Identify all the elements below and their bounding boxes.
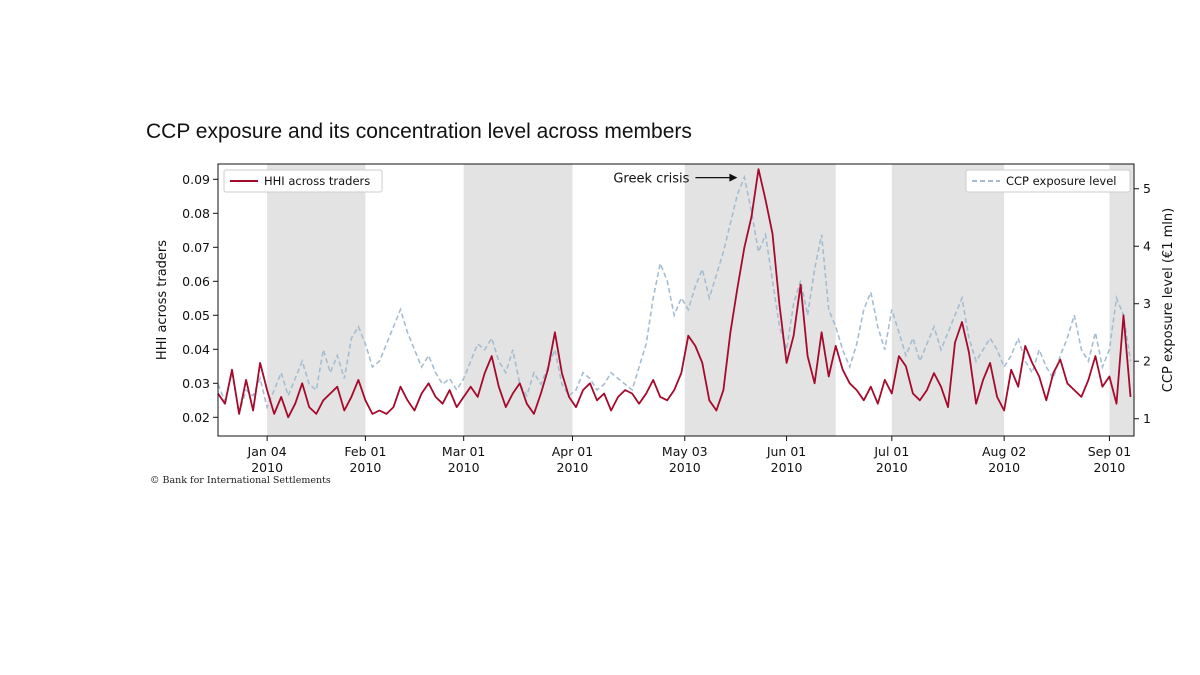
legend-box xyxy=(223,169,383,193)
x-tick-label: Aug 02 xyxy=(982,444,1026,459)
x-tick-label-year: 2010 xyxy=(557,460,589,475)
left-axis: 0.02 0.03 0.04 0.05 0.06 0.07 0.08 0.09 xyxy=(182,172,218,425)
series-ccp-exposure xyxy=(217,174,1132,414)
annotation-greek-crisis: Greek crisis xyxy=(613,172,738,187)
left-tick-label: 0.05 xyxy=(182,308,210,323)
x-tick-label: Feb 01 xyxy=(344,444,386,459)
left-axis-label: HHI across traders xyxy=(155,240,170,360)
left-tick-label: 0.03 xyxy=(182,376,210,391)
series-line-ccp-exposure xyxy=(217,174,1132,414)
left-tick-label: 0.07 xyxy=(182,240,210,255)
legend-label-hhi: HHI across traders xyxy=(264,174,370,188)
shaded-band xyxy=(267,164,366,436)
x-tick-label-year: 2010 xyxy=(669,460,701,475)
x-tick-label-year: 2010 xyxy=(1094,460,1126,475)
right-axis-label: CCP exposure level (€1 mln) xyxy=(1161,208,1176,392)
left-tick-label: 0.06 xyxy=(182,274,210,289)
x-tick-label-year: 2010 xyxy=(771,460,803,475)
annotation-text: Greek crisis xyxy=(613,172,689,187)
shaded-band xyxy=(891,164,1005,436)
right-tick-label: 3 xyxy=(1143,296,1151,311)
right-tick-label: 4 xyxy=(1143,239,1151,254)
left-tick-label: 0.08 xyxy=(182,206,210,221)
legend-hhi: HHI across traders xyxy=(223,169,383,193)
x-tick-label-year: 2010 xyxy=(349,460,381,475)
plot-frame xyxy=(217,163,1135,437)
x-tick-label-year: 2010 xyxy=(251,460,283,475)
right-axis: 1 2 3 4 5 xyxy=(1134,181,1151,426)
annotation-arrowhead xyxy=(729,173,738,182)
legend-label-exposure: CCP exposure level xyxy=(1006,174,1117,188)
legend-exposure: CCP exposure level xyxy=(965,169,1131,193)
right-tick-label: 2 xyxy=(1143,354,1151,369)
copyright-footer: © Bank for International Settlements xyxy=(150,475,331,486)
shaded-period-bands xyxy=(267,164,1134,436)
x-tick-label-year: 2010 xyxy=(876,460,908,475)
left-tick-label: 0.02 xyxy=(182,410,210,425)
x-tick-label: May 03 xyxy=(662,444,708,459)
x-tick-label-year: 2010 xyxy=(448,460,480,475)
shaded-band xyxy=(463,164,573,436)
left-tick-label: 0.04 xyxy=(182,342,210,357)
x-tick-label-year: 2010 xyxy=(988,460,1020,475)
page-title: CCP exposure and its concentration level… xyxy=(146,120,692,143)
x-tick-label: Sep 01 xyxy=(1088,444,1131,459)
x-tick-label: Jul 01 xyxy=(873,444,909,459)
right-tick-label: 5 xyxy=(1143,181,1151,196)
x-tick-label: Jun 01 xyxy=(766,444,806,459)
left-tick-label: 0.09 xyxy=(182,172,210,187)
legend-box xyxy=(965,169,1131,193)
x-tick-label: Jan 04 xyxy=(247,444,287,459)
right-tick-label: 1 xyxy=(1143,411,1151,426)
series-line-hhi xyxy=(217,168,1132,419)
x-tick-label: Apr 01 xyxy=(552,444,594,459)
x-tick-label: Mar 01 xyxy=(442,444,485,459)
series-hhi xyxy=(217,168,1132,419)
shaded-band xyxy=(684,164,836,436)
